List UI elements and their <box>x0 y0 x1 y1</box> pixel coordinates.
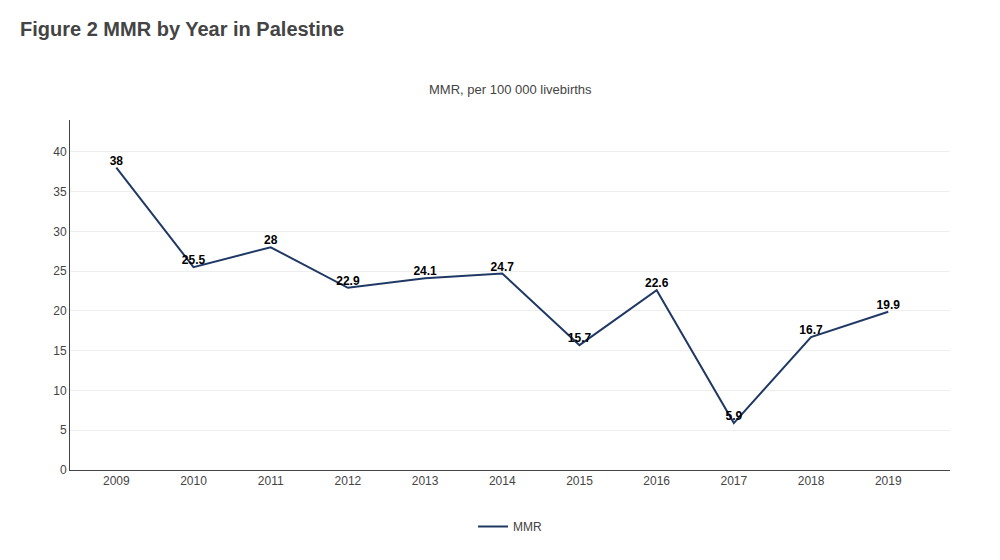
svg-text:24.1: 24.1 <box>413 264 437 278</box>
svg-text:28: 28 <box>264 233 278 247</box>
svg-text:25.5: 25.5 <box>182 253 206 267</box>
svg-text:5: 5 <box>60 423 67 437</box>
svg-text:16.7: 16.7 <box>799 323 823 337</box>
svg-text:2018: 2018 <box>798 474 825 488</box>
svg-text:38: 38 <box>110 154 124 168</box>
svg-text:15.7: 15.7 <box>568 331 592 345</box>
svg-text:MMR: MMR <box>513 520 542 534</box>
svg-text:25: 25 <box>53 264 67 278</box>
svg-text:2009: 2009 <box>103 474 130 488</box>
svg-text:2016: 2016 <box>643 474 670 488</box>
svg-text:0: 0 <box>60 463 67 477</box>
svg-text:2019: 2019 <box>875 474 902 488</box>
svg-text:2012: 2012 <box>335 474 362 488</box>
svg-text:10: 10 <box>53 384 67 398</box>
svg-text:22.6: 22.6 <box>645 276 669 290</box>
svg-text:20: 20 <box>53 304 67 318</box>
svg-text:2011: 2011 <box>258 474 284 488</box>
svg-text:5.9: 5.9 <box>726 409 743 423</box>
svg-text:40: 40 <box>53 145 67 159</box>
svg-text:19.9: 19.9 <box>877 298 901 312</box>
svg-text:35: 35 <box>53 185 67 199</box>
svg-text:2010: 2010 <box>180 474 207 488</box>
svg-text:2015: 2015 <box>566 474 593 488</box>
svg-text:24.7: 24.7 <box>491 260 515 274</box>
svg-text:30: 30 <box>53 225 67 239</box>
svg-text:Figure 2 MMR by Year in Palest: Figure 2 MMR by Year in Palestine <box>20 18 344 40</box>
svg-text:22.9: 22.9 <box>336 274 360 288</box>
svg-text:2013: 2013 <box>412 474 439 488</box>
svg-text:2014: 2014 <box>489 474 516 488</box>
svg-text:2017: 2017 <box>721 474 748 488</box>
svg-text:15: 15 <box>53 344 67 358</box>
svg-text:MMR, per 100 000 livebirths: MMR, per 100 000 livebirths <box>429 82 592 97</box>
